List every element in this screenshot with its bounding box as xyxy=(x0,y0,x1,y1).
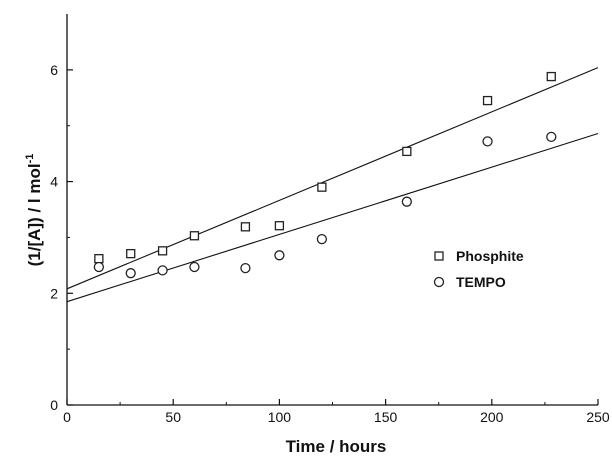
data-point-tempo xyxy=(482,136,493,147)
data-point-phosphite xyxy=(402,146,412,157)
fit-lines xyxy=(66,67,599,303)
data-point-phosphite xyxy=(546,71,556,82)
data-point-tempo xyxy=(189,261,200,273)
data-point-tempo xyxy=(546,131,557,143)
tick-labels: 0 50 100 150 200 250 0 2 4 6 xyxy=(50,62,610,425)
y-tick-label: 6 xyxy=(50,62,58,78)
data-point-tempo xyxy=(93,261,105,273)
legend-tempo-marker xyxy=(433,276,445,288)
data-point-phosphite xyxy=(126,248,136,259)
x-tick-label: 50 xyxy=(165,409,181,425)
data-point-tempo xyxy=(157,265,168,276)
data-point-tempo xyxy=(316,233,328,245)
data-points xyxy=(93,71,557,279)
data-point-phosphite xyxy=(482,95,493,106)
data-point-tempo xyxy=(401,196,412,207)
legend-tempo-label: TEMPO xyxy=(456,274,506,290)
data-point-phosphite xyxy=(240,222,251,232)
data-point-phosphite xyxy=(189,231,200,241)
data-point-phosphite xyxy=(94,254,104,264)
legend-phosphite-label: Phosphite xyxy=(456,248,524,264)
legend: Phosphite TEMPO xyxy=(433,248,524,290)
axes xyxy=(66,14,599,406)
fit-line-tempo xyxy=(66,133,599,303)
data-point-tempo xyxy=(125,268,136,279)
x-tick-label: 250 xyxy=(586,409,610,425)
y-axis-title: (1/[A]) / l mol-1 xyxy=(24,154,44,267)
x-tick-label: 100 xyxy=(268,409,292,425)
x-tick-label: 200 xyxy=(480,409,504,425)
data-point-phosphite xyxy=(157,246,168,256)
series-tempo xyxy=(93,131,557,279)
fit-line-phosphite xyxy=(66,67,599,290)
data-point-phosphite xyxy=(317,182,327,192)
y-tick-label: 0 xyxy=(50,397,58,413)
legend-phosphite-marker xyxy=(434,251,444,261)
data-point-tempo xyxy=(274,250,285,261)
data-point-tempo xyxy=(240,262,251,274)
data-point-phosphite xyxy=(274,221,285,231)
y-tick-label: 4 xyxy=(50,174,58,190)
y-tick-label: 2 xyxy=(50,285,58,301)
x-axis-title: Time / hours xyxy=(286,437,387,456)
x-tick-label: 150 xyxy=(374,409,398,425)
x-tick-label: 0 xyxy=(63,409,71,425)
y-axis-title-main: (1/[A]) / l mol xyxy=(25,163,44,266)
y-axis-title-exponent: -1 xyxy=(24,154,36,164)
series-phosphite xyxy=(94,71,556,264)
